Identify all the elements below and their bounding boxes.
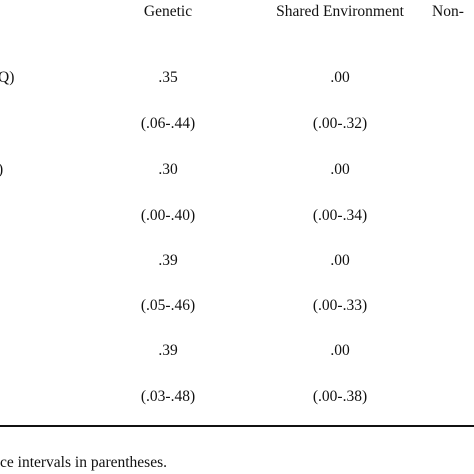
cell: (.06-.44) xyxy=(140,115,196,132)
cell: .39 xyxy=(158,252,178,269)
cell: (.00-.40) xyxy=(140,207,196,224)
cell: .35 xyxy=(158,69,178,86)
cell: (.00-.34) xyxy=(312,207,368,224)
row-label: ) xyxy=(0,162,3,178)
cell: (.03-.48) xyxy=(140,388,196,405)
cell: .00 xyxy=(330,161,350,178)
cell: .00 xyxy=(330,252,350,269)
cell: .30 xyxy=(158,161,178,178)
cell: (.05-.46) xyxy=(140,297,196,314)
cell: (.00-.32) xyxy=(312,115,368,132)
cell: (.00-.33) xyxy=(312,297,368,314)
cell: .00 xyxy=(330,342,350,359)
cell: .39 xyxy=(158,342,178,359)
column-header: Shared Environment xyxy=(276,3,404,20)
row-label: Q) xyxy=(0,69,15,86)
cell: .00 xyxy=(330,69,350,86)
table-rule xyxy=(0,425,474,427)
column-header: Non- xyxy=(432,3,464,20)
table-note: ce intervals in parentheses. xyxy=(0,454,167,471)
column-header: Genetic xyxy=(143,3,193,20)
cell: (.00-.38) xyxy=(312,388,368,405)
